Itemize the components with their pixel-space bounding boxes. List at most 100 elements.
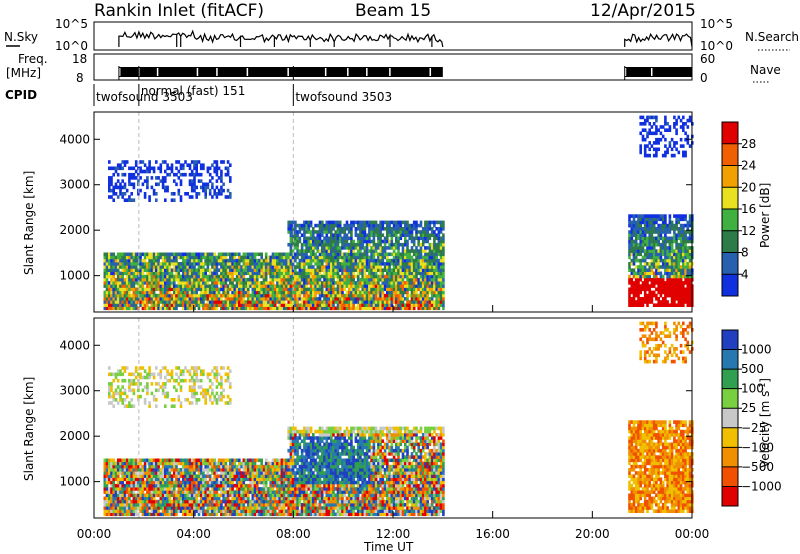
power-cell (323, 297, 326, 301)
power-cell (684, 230, 687, 234)
power-cell (395, 300, 398, 304)
power-cell (276, 274, 279, 279)
power-cell (673, 144, 676, 148)
power-cell (424, 220, 427, 225)
power-cell (251, 258, 255, 263)
power-cell (256, 274, 259, 279)
power-cell (258, 290, 261, 295)
power-cell (256, 271, 259, 276)
power-cell (439, 293, 443, 298)
velocity-cell (110, 468, 113, 472)
power-cell (282, 258, 286, 263)
power-cell (300, 274, 304, 279)
power-cell (399, 303, 403, 307)
power-cell (128, 297, 131, 301)
power-cell (330, 255, 333, 260)
power-cell (155, 265, 158, 269)
power-cell (137, 268, 140, 272)
power-cell (650, 277, 654, 282)
power-cell (670, 268, 674, 272)
power-cell (164, 185, 167, 190)
power-cell (437, 252, 441, 257)
power-cell (356, 290, 360, 295)
power-cell (426, 239, 429, 244)
power-cell (408, 258, 411, 263)
power-cell (164, 281, 167, 285)
power-cell (307, 255, 311, 260)
power-cell (173, 306, 176, 311)
power-cell (105, 297, 109, 301)
power-cell (655, 262, 658, 266)
power-cell (352, 277, 355, 282)
power-cell (666, 255, 669, 260)
power-cell (155, 198, 158, 202)
velocity-cell (123, 496, 127, 501)
power-cell (316, 223, 320, 228)
power-cell (410, 290, 414, 295)
power-cell (119, 281, 122, 285)
power-cell (139, 258, 142, 263)
power-cell (105, 287, 109, 292)
power-cell (264, 287, 268, 292)
power-cell (123, 277, 127, 282)
power-cell (222, 290, 225, 295)
power-cell (184, 271, 187, 276)
power-cell (220, 274, 223, 279)
velocity-cell (139, 490, 142, 494)
power-cell (130, 198, 133, 202)
power-cell (282, 265, 286, 269)
power-cell (442, 223, 445, 228)
power-cell (294, 255, 297, 260)
power-cell (256, 297, 259, 301)
power-cell (177, 265, 181, 269)
power-cell (377, 290, 380, 295)
power-cell (359, 236, 362, 241)
power-cell (166, 265, 169, 269)
power-cell (318, 306, 322, 311)
power-cell (282, 297, 286, 301)
power-cell (132, 290, 136, 295)
velocity-cell (125, 366, 129, 370)
power-cell (628, 262, 631, 266)
power-cell (170, 163, 174, 167)
power-cell (684, 252, 687, 257)
power-cell (677, 150, 681, 155)
power-cell (628, 277, 631, 282)
power-cell (643, 144, 647, 148)
power-cell (224, 306, 228, 311)
power-cell (303, 258, 306, 263)
power-cell (338, 303, 342, 307)
velocity-cell (157, 480, 160, 485)
power-cell (388, 233, 391, 237)
velocity-cell (139, 483, 142, 488)
power-cell (406, 242, 409, 247)
power-cell (303, 306, 306, 311)
power-cell (332, 268, 335, 272)
power-cell (670, 262, 674, 266)
power-cell (426, 252, 429, 257)
power-cell (655, 277, 658, 282)
power-cell (363, 220, 367, 225)
velocity-cell (143, 401, 147, 405)
velocity-cell (108, 496, 111, 501)
power-cell (289, 258, 293, 263)
power-cell (280, 297, 284, 301)
power-cell (361, 306, 364, 311)
power-cell (336, 287, 340, 292)
power-cell (294, 233, 297, 237)
power-cell (354, 230, 358, 234)
power-cell (226, 188, 230, 193)
power-cell (148, 281, 151, 285)
power-cell (108, 182, 111, 187)
power-cell (677, 230, 681, 234)
cpid-entry: normal (fast) 151 (141, 84, 245, 98)
power-cell (417, 230, 420, 234)
power-cell (648, 122, 651, 126)
power-cell (675, 277, 678, 282)
power-cell (383, 255, 387, 260)
power-cell (282, 262, 286, 266)
power-cell (215, 268, 219, 272)
power-cell (119, 293, 122, 298)
power-cell (368, 271, 371, 276)
